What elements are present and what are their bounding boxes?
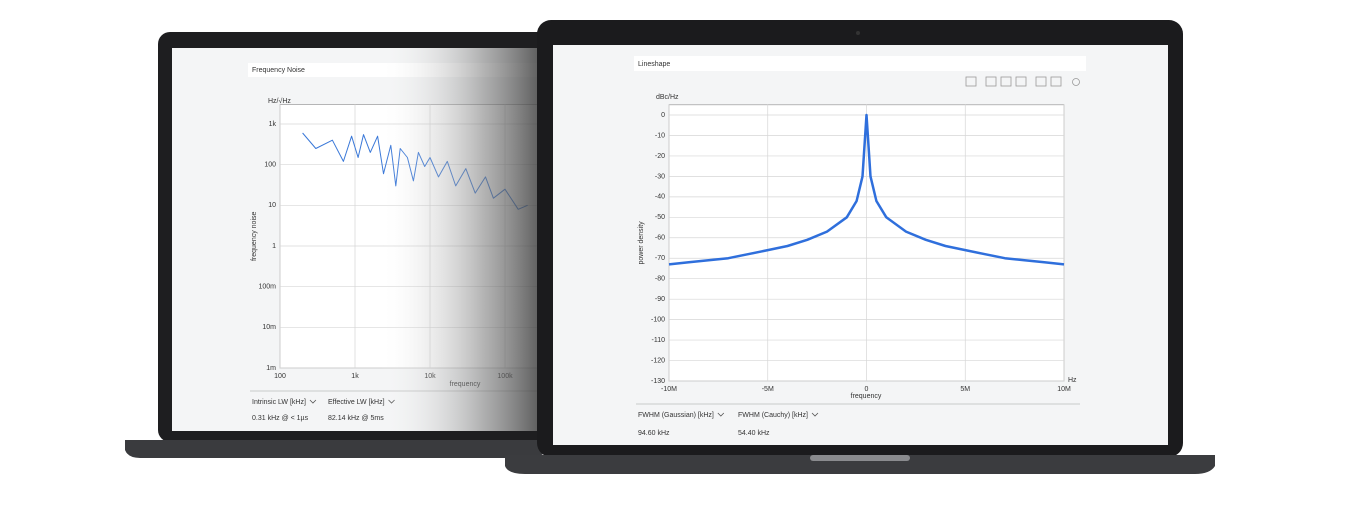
y-tick-label: 1m <box>266 365 276 372</box>
tool-icon[interactable] <box>985 76 997 87</box>
y-tick-label: -110 <box>652 337 666 344</box>
y-tick-label: -20 <box>655 153 665 160</box>
y-tick-label: 1 <box>272 243 276 250</box>
tool-icon[interactable] <box>1035 76 1047 87</box>
toolbar <box>965 76 1080 87</box>
title-bar <box>634 56 1086 71</box>
readout-value: 0.31 kHz @ < 1µs <box>252 415 309 422</box>
x-axis-label: frequency <box>851 393 882 400</box>
y-tick-label: -40 <box>655 194 665 201</box>
tool-icon[interactable] <box>1000 76 1012 87</box>
base <box>505 455 1215 474</box>
readout-header: FWHM (Cauchy) [kHz] <box>738 412 808 419</box>
readout-value: 82.14 kHz @ 5ms <box>328 415 384 422</box>
y-tick-label: -80 <box>655 276 665 283</box>
dropdown-icon <box>717 412 725 417</box>
y-unit: dBc/Hz <box>656 94 679 101</box>
readout-header: Effective LW [kHz] <box>328 399 385 406</box>
readout-header: Intrinsic LW [kHz] <box>252 399 306 406</box>
y-tick-label: -10 <box>655 132 665 139</box>
chart-title: Lineshape <box>638 61 670 68</box>
y-tick-label: 10m <box>262 324 276 331</box>
y-axis-label: power density <box>638 221 645 265</box>
y-tick-label: 100m <box>258 284 276 291</box>
y-tick-label: -30 <box>655 173 665 180</box>
x-tick-label: -10M <box>661 386 677 393</box>
dropdown-icon <box>309 399 317 404</box>
readout-value: 54.40 kHz <box>738 430 770 437</box>
x-tick-label: 100 <box>274 373 286 380</box>
readout-header: FWHM (Gaussian) [kHz] <box>638 412 714 419</box>
camera <box>856 31 860 35</box>
readout-value: 94.60 kHz <box>638 430 670 437</box>
tool-icon[interactable] <box>965 76 977 87</box>
y-axis-label: frequency noise <box>251 211 258 261</box>
tool-icon[interactable] <box>1050 76 1062 87</box>
y-unit: Hz/√Hz <box>268 97 291 105</box>
notch <box>810 455 910 461</box>
settings-icon[interactable] <box>1072 78 1080 86</box>
dropdown-icon <box>811 412 819 417</box>
x-tick-label: -5M <box>762 386 774 393</box>
chart-title: Frequency Noise <box>252 67 305 74</box>
y-tick-label: -90 <box>655 296 665 303</box>
y-tick-label: 10 <box>268 202 276 209</box>
y-tick-label: -100 <box>651 316 665 323</box>
y-tick-label: 100 <box>264 162 276 169</box>
x-tick-label: 10M <box>1057 386 1071 393</box>
front-chart: 0 -10 -20 -30 -40 -50 -60 -70 -80 -90 -100 -110 -120… <box>638 61 1077 437</box>
y-tick-label: -120 <box>651 357 665 364</box>
data-line <box>668 113 1065 266</box>
y-tick-label: 1k <box>269 121 277 128</box>
tool-icon[interactable] <box>1015 76 1027 87</box>
x-tick-label: 0 <box>865 386 869 393</box>
y-tick-label: 0 <box>661 112 665 119</box>
y-tick-label: -50 <box>655 214 665 221</box>
x-tick-label: 1k <box>351 373 359 380</box>
y-tick-label: -60 <box>655 235 665 242</box>
y-tick-label: -70 <box>655 255 665 262</box>
y-tick-label: -130 <box>651 378 665 385</box>
x-tick-label: 5M <box>960 386 970 393</box>
base <box>125 440 545 458</box>
x-unit: Hz <box>1068 377 1077 384</box>
fade-overlay <box>380 48 552 431</box>
